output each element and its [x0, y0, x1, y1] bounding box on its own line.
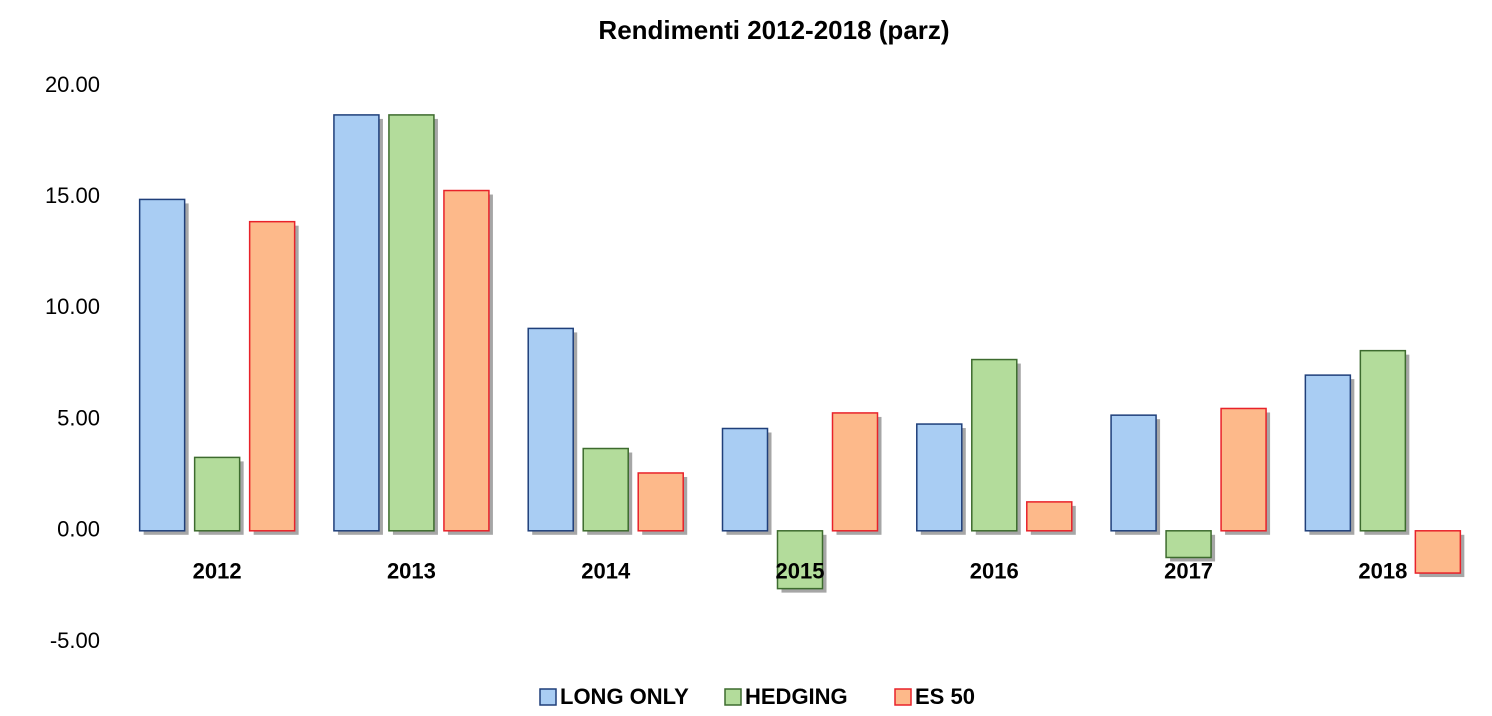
- bar: [1414, 530, 1462, 574]
- bar: [1110, 414, 1157, 532]
- bar: [637, 472, 684, 532]
- bar: [831, 412, 879, 532]
- x-tick-label: 2016: [970, 559, 1019, 584]
- bar: [776, 530, 824, 590]
- bar: [721, 427, 769, 532]
- x-tick-label: 2013: [387, 559, 436, 584]
- y-tick-label: -5.00: [50, 628, 100, 653]
- bar: [388, 114, 435, 532]
- bar: [443, 189, 490, 532]
- bar: [138, 198, 186, 532]
- bar: [582, 447, 629, 532]
- x-tick-label: 2018: [1358, 559, 1407, 584]
- y-tick-label: 15.00: [45, 183, 100, 208]
- y-tick-label: 5.00: [57, 405, 100, 430]
- legend-swatch: [894, 688, 912, 706]
- x-tick-label: 2014: [581, 559, 631, 584]
- legend-label: ES 50: [915, 684, 975, 709]
- chart-title: Rendimenti 2012-2018 (parz): [598, 15, 949, 45]
- y-tick-label: 10.00: [45, 294, 100, 319]
- legend-label: HEDGING: [745, 684, 848, 709]
- y-tick-label: 0.00: [57, 517, 100, 542]
- bar: [248, 220, 296, 532]
- x-tick-label: 2017: [1164, 559, 1213, 584]
- bar: [1220, 407, 1267, 532]
- bar: [971, 358, 1018, 532]
- legend-label: LONG ONLY: [560, 684, 689, 709]
- legend-swatch: [539, 688, 557, 706]
- legend-swatch: [724, 688, 742, 706]
- bar: [1165, 530, 1212, 559]
- bar: [1359, 349, 1407, 532]
- x-tick-label: 2012: [193, 559, 242, 584]
- bar: [527, 327, 574, 532]
- bar: [916, 423, 963, 532]
- bar: [1026, 501, 1073, 532]
- bar: [193, 456, 241, 532]
- y-tick-label: 20.00: [45, 72, 100, 97]
- bar: [1304, 374, 1352, 532]
- x-tick-label: 2015: [776, 559, 825, 584]
- bar: [333, 114, 380, 532]
